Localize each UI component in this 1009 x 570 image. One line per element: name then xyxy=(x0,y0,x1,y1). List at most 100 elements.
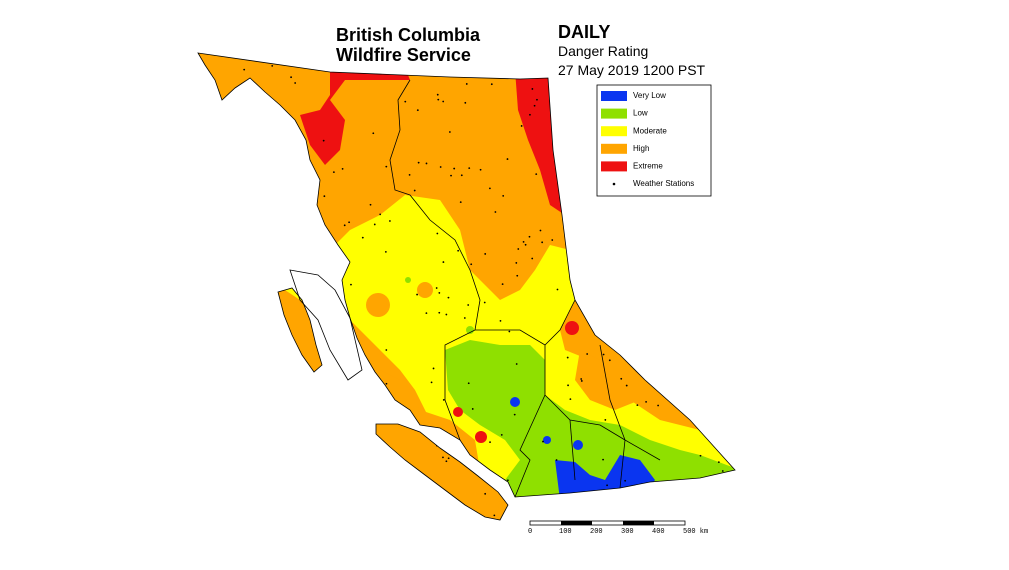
scale-segment xyxy=(623,521,654,525)
station-dot xyxy=(717,461,720,464)
station-dot xyxy=(321,319,324,322)
station-dot xyxy=(298,361,301,364)
station-dot xyxy=(678,217,681,220)
station-dot xyxy=(442,398,445,401)
station-dot xyxy=(247,221,250,224)
station-dot xyxy=(721,470,724,472)
station-dot xyxy=(199,266,201,269)
station-dot xyxy=(488,187,491,190)
station-dot xyxy=(265,238,268,241)
station-dot xyxy=(291,512,293,515)
station-dot xyxy=(287,59,290,62)
station-dot xyxy=(377,71,380,74)
station-dot xyxy=(307,394,310,396)
station-dot xyxy=(515,363,518,365)
station-dot xyxy=(442,456,444,459)
legend-label: Low xyxy=(633,109,648,118)
station-dot xyxy=(717,295,720,298)
station-dot xyxy=(224,248,227,251)
station-dot xyxy=(457,249,460,252)
station-dot xyxy=(226,220,229,223)
station-dot xyxy=(282,414,284,417)
station-dot xyxy=(608,359,611,362)
station-dot xyxy=(416,109,419,112)
very-low-spot xyxy=(543,436,551,444)
station-dot xyxy=(506,158,509,160)
station-dot xyxy=(246,199,249,202)
station-dot xyxy=(445,460,448,463)
station-dot xyxy=(470,263,473,266)
station-dot xyxy=(328,391,331,394)
station-dot xyxy=(451,514,454,517)
station-dot xyxy=(416,293,418,296)
station-dot xyxy=(681,320,684,323)
station-dot xyxy=(369,203,372,206)
station-dot xyxy=(367,483,370,486)
station-dot xyxy=(254,267,257,270)
low-zone xyxy=(445,340,735,505)
station-dot xyxy=(327,465,330,468)
station-dot xyxy=(267,394,270,397)
subtitle: Danger Rating xyxy=(558,43,648,59)
station-dot xyxy=(602,458,604,461)
station-dot xyxy=(468,167,471,170)
station-dot xyxy=(330,299,332,301)
station-dot xyxy=(289,60,292,63)
station-dot xyxy=(602,353,605,356)
station-dot xyxy=(209,201,212,204)
station-dot xyxy=(348,221,351,224)
station-dot xyxy=(645,400,647,403)
station-dot xyxy=(261,171,264,174)
legend: Very Low Low Moderate High Extreme Weather St… xyxy=(596,84,712,197)
station-dot xyxy=(542,440,544,443)
station-dot xyxy=(379,213,382,216)
station-dot xyxy=(715,146,717,148)
scale-label: 100 xyxy=(559,528,572,536)
station-dot xyxy=(494,211,497,213)
high-spot xyxy=(417,282,433,298)
station-dot xyxy=(624,479,627,482)
very-low-spot xyxy=(510,397,520,407)
station-dot xyxy=(632,248,635,251)
station-dot xyxy=(531,88,534,90)
station-dot xyxy=(269,208,272,211)
station-dot xyxy=(677,250,680,253)
marine-boundary xyxy=(289,269,363,381)
station-dot xyxy=(646,511,649,514)
station-dot xyxy=(358,518,360,520)
legend-station-dot xyxy=(612,182,616,186)
station-dot xyxy=(629,216,632,218)
station-dot xyxy=(498,70,501,72)
timestamp: 27 May 2019 1200 PST xyxy=(558,62,706,78)
station-dot xyxy=(271,392,274,394)
station-dot xyxy=(718,339,721,342)
station-dot xyxy=(515,262,518,264)
station-dot xyxy=(459,201,462,203)
station-dot xyxy=(248,264,251,267)
station-dot xyxy=(447,296,450,299)
station-dot xyxy=(245,134,247,136)
station-dot xyxy=(367,434,370,437)
station-dot xyxy=(561,188,564,191)
station-dot xyxy=(508,330,511,333)
station-dot xyxy=(432,367,435,370)
station-dot xyxy=(554,129,557,132)
station-dot xyxy=(408,173,411,176)
station-dot xyxy=(606,484,608,487)
legend-label: Extreme xyxy=(633,162,663,171)
station-dot xyxy=(372,132,375,135)
station-dot xyxy=(206,171,209,174)
station-dot xyxy=(392,399,394,402)
station-dot xyxy=(208,143,211,145)
station-dot xyxy=(323,347,326,350)
station-dot xyxy=(479,168,482,171)
station-dot xyxy=(465,83,468,85)
high-spot xyxy=(366,293,390,317)
station-dot xyxy=(436,93,439,96)
station-dot xyxy=(714,208,717,211)
station-dot xyxy=(442,261,445,263)
station-dot xyxy=(561,131,564,134)
station-dot xyxy=(586,353,589,355)
station-dot xyxy=(249,286,251,289)
station-dot xyxy=(406,422,408,425)
